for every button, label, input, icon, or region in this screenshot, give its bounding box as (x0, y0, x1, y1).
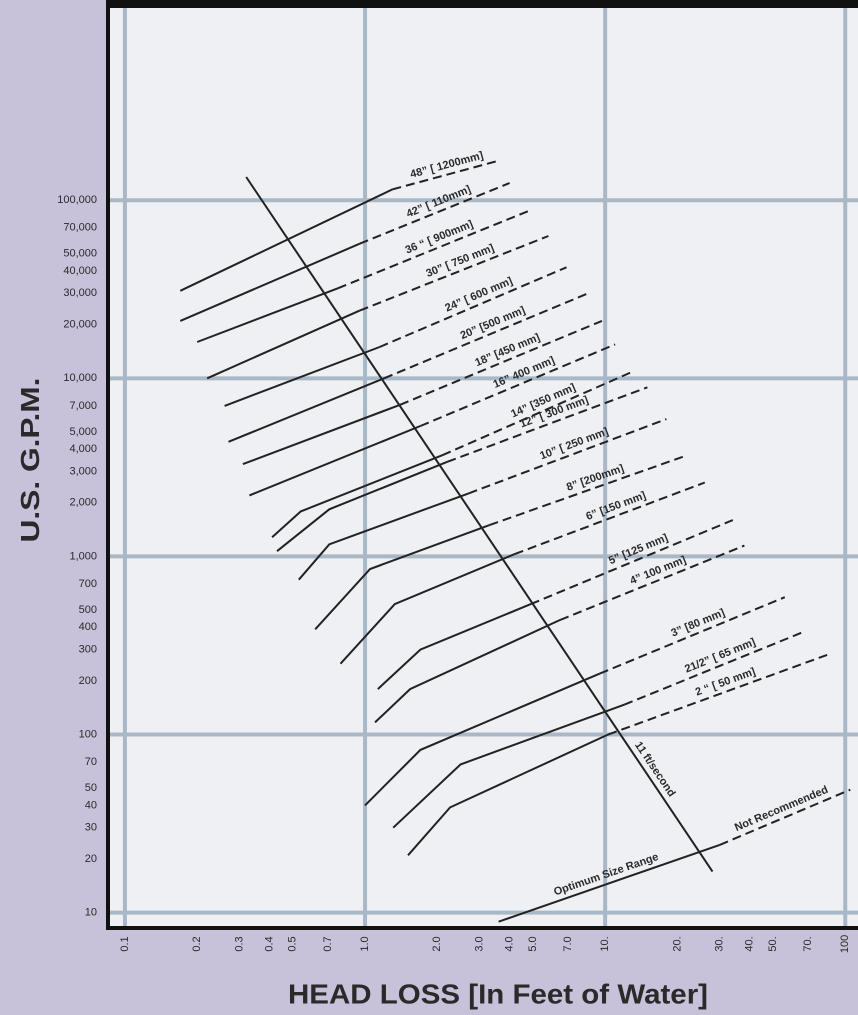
y-tick-label: 50,000 (63, 248, 97, 260)
x-tick-label: 5.0 (527, 936, 539, 951)
y-tick-label: 100,000 (57, 194, 97, 206)
pipe-line (392, 703, 625, 829)
y-tick-label: 50 (85, 782, 97, 794)
y-tick-label: 10 (85, 907, 97, 919)
x-tick-label: 0.7 (322, 936, 334, 951)
y-tick-label: 10,000 (63, 372, 97, 384)
y-axis-title: U.S. G.P.M. (15, 378, 45, 543)
y-tick-label: 500 (79, 604, 97, 616)
pipe-extension (359, 235, 549, 312)
y-tick-label: 20 (85, 853, 97, 865)
top-border (108, 0, 858, 8)
y-tick-label: 30,000 (63, 287, 97, 299)
y-tick-label: 30 (85, 822, 97, 834)
x-tick-label: 1.0 (359, 936, 371, 951)
y-tick-label: 300 (79, 643, 97, 655)
pipe-line (374, 618, 561, 724)
pipe-line (314, 524, 490, 630)
x-tick-label: 40. (744, 936, 756, 951)
y-tick-label: 4,000 (69, 443, 97, 455)
pipe-extension (623, 630, 806, 706)
pipe-extension (489, 454, 688, 527)
x-tick-label: 4.0 (504, 936, 516, 951)
x-tick-label: 0.3 (233, 936, 245, 951)
pipe-extension (607, 653, 828, 736)
y-tick-label: 70,000 (63, 222, 97, 234)
pipe-line (364, 672, 601, 807)
pipe-extension (441, 370, 633, 457)
x-tick-label: 2.0 (431, 936, 443, 951)
pipe-line (249, 425, 421, 497)
pipe-extension (420, 343, 616, 427)
pipe-extension (383, 292, 589, 380)
reference-line (719, 788, 851, 846)
pipe-line (407, 733, 609, 856)
x-tick-label: 30. (714, 936, 726, 951)
pipe-extension (399, 319, 603, 406)
pipe-extension (379, 266, 567, 348)
pipe-extension (599, 596, 786, 675)
pipe-extension (468, 418, 667, 495)
x-tick-label: 50. (767, 936, 779, 951)
grid (108, 8, 858, 928)
y-tick-label: 200 (79, 675, 97, 687)
pipe-line (179, 188, 393, 292)
y-tick-label: 1,000 (69, 550, 97, 562)
x-tick-label: 20. (671, 936, 683, 951)
x-tick-label: 100 (839, 935, 851, 953)
x-tick-label: 3.0 (474, 936, 486, 951)
y-tick-label: 400 (79, 621, 97, 633)
pipe-line (377, 603, 532, 690)
pipe-line (179, 242, 361, 322)
pipe-extension (446, 386, 648, 463)
x-tick-label: 0.5 (287, 936, 299, 951)
pipe-extension (337, 210, 529, 290)
reference-line (245, 176, 714, 873)
x-tick-label: 7.0 (562, 936, 574, 951)
x-tick-label: 0.4 (263, 936, 275, 951)
y-tick-label: 100 (79, 728, 97, 740)
pipe-line (276, 460, 448, 552)
x-tick-label: 0.1 (119, 936, 131, 951)
pipe-line (206, 309, 361, 380)
y-tick-label: 40,000 (63, 265, 97, 277)
pipe-line (228, 377, 385, 443)
y-tick-label: 40 (85, 799, 97, 811)
y-tick-label: 3,000 (69, 465, 97, 477)
pipe-extension (359, 182, 510, 245)
pipe-line (224, 346, 380, 407)
y-tick-label: 5,000 (69, 426, 97, 438)
pipe-line (339, 553, 516, 665)
pipe-extension (392, 160, 496, 191)
reference-line (498, 843, 721, 923)
pipe-line (298, 492, 469, 581)
y-tick-label: 7,000 (69, 400, 97, 412)
x-axis-title: HEAD LOSS [In Feet of Water] (288, 978, 708, 1009)
y-tick-label: 2,000 (69, 497, 97, 509)
y-tick-label: 700 (79, 578, 97, 590)
x-tick-label: 70. (802, 936, 814, 951)
x-tick-label: 0.2 (191, 936, 203, 951)
pipe-extension (530, 519, 734, 606)
pipe-line (242, 403, 401, 466)
x-tick-label: 10. (599, 936, 611, 951)
y-tick-label: 70 (85, 756, 97, 768)
y-axis-line (106, 0, 110, 930)
plot-area (108, 0, 858, 928)
pipe-line (196, 287, 339, 343)
pipe-extension (514, 481, 706, 556)
y-tick-label: 20,000 (63, 319, 97, 331)
x-axis-line (106, 926, 858, 930)
pipe-extension (559, 544, 745, 621)
pipe-line (271, 454, 443, 539)
